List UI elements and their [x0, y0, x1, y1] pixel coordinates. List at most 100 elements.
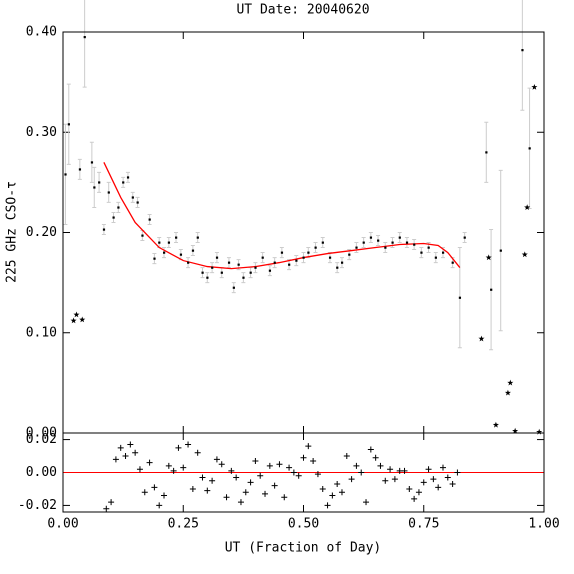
residual-point — [367, 446, 374, 453]
residual-point — [228, 467, 235, 474]
star-point — [531, 83, 538, 90]
star-point — [73, 311, 80, 318]
data-point — [528, 147, 531, 150]
plot-frame — [62, 432, 545, 513]
residual-point — [247, 479, 254, 486]
data-point — [196, 236, 199, 239]
data-point — [328, 256, 332, 259]
residual-point — [300, 454, 307, 461]
residual-point — [271, 482, 278, 489]
residual-point — [175, 444, 182, 451]
data-point — [242, 276, 245, 279]
residual-point — [112, 456, 119, 463]
data-point — [391, 241, 394, 244]
data-point — [441, 251, 445, 254]
star-point — [536, 428, 543, 435]
residual-point — [103, 505, 110, 512]
residual-point — [141, 489, 148, 496]
residual-point — [353, 462, 360, 469]
data-point — [102, 228, 106, 231]
residual-point — [439, 464, 446, 471]
x-tick-label: 0.25 — [168, 517, 199, 532]
data-point — [163, 251, 166, 254]
data-point — [249, 271, 252, 274]
data-point — [458, 296, 462, 299]
residual-point — [218, 461, 225, 468]
y-tick-label: 0.30 — [26, 125, 57, 140]
y-tick-label: 0.00 — [26, 426, 57, 441]
data-point — [280, 251, 284, 254]
residual-point — [146, 459, 153, 466]
x-tick-label: 0.75 — [408, 517, 439, 532]
data-point — [463, 236, 466, 239]
error-bar — [82, 0, 87, 88]
residual-point — [151, 484, 158, 491]
residual-point — [430, 476, 437, 483]
residual-point — [305, 443, 312, 450]
data-point — [340, 261, 344, 264]
x-tick-label: 1.00 — [528, 517, 559, 532]
residual-point — [223, 494, 230, 501]
residual-point — [415, 489, 422, 496]
residual-point — [338, 489, 345, 496]
residual-point — [449, 481, 456, 488]
data-point — [227, 261, 231, 264]
residual-point — [165, 462, 172, 469]
data-point — [187, 261, 190, 264]
data-point — [78, 168, 82, 171]
star-point — [478, 335, 485, 342]
residual-point — [319, 485, 326, 492]
residual-point — [420, 479, 427, 486]
data-point — [112, 216, 115, 219]
residual-point — [257, 472, 264, 479]
data-point — [220, 271, 223, 274]
residual-point — [199, 474, 206, 481]
x-tick-label: 0.50 — [288, 517, 319, 532]
y-axis-label: 225 GHz CSO-τ — [5, 181, 20, 283]
data-point — [215, 256, 219, 259]
star-point — [492, 421, 499, 428]
data-point — [420, 251, 423, 254]
residual-point — [411, 495, 418, 502]
data-point — [261, 256, 264, 259]
residual-point — [324, 502, 331, 509]
residual-point — [334, 481, 341, 488]
data-point — [405, 241, 409, 244]
star-point — [521, 251, 528, 258]
residual-point — [348, 476, 355, 483]
residual-point — [161, 492, 168, 499]
chart-title: UT Date: 20040620 — [236, 3, 369, 18]
data-point — [107, 191, 110, 194]
data-point — [158, 241, 161, 244]
data-point — [206, 276, 209, 279]
data-point — [232, 286, 235, 289]
y-tick-label: 0.02 — [26, 432, 57, 447]
error-bar — [520, 0, 525, 111]
data-point — [369, 236, 373, 239]
residual-point — [329, 492, 336, 499]
residual-point — [406, 485, 413, 492]
residual-point — [276, 461, 283, 468]
data-point — [191, 249, 195, 252]
residual-point — [204, 487, 211, 494]
data-point — [122, 181, 125, 184]
residual-point — [444, 474, 451, 481]
residual-point — [180, 464, 187, 471]
data-point — [83, 36, 86, 39]
data-point — [348, 253, 351, 256]
residual-point — [343, 453, 350, 460]
residual-point — [372, 454, 379, 461]
residual-point — [363, 499, 370, 506]
residual-point — [156, 502, 163, 509]
data-point — [336, 266, 339, 269]
data-point — [98, 181, 101, 184]
residual-point — [237, 499, 244, 506]
residual-point — [262, 490, 269, 497]
data-point — [398, 236, 401, 239]
residual-point — [382, 477, 389, 484]
data-point — [131, 196, 134, 199]
data-point — [167, 241, 171, 244]
data-point — [485, 151, 488, 154]
data-point — [288, 263, 291, 266]
